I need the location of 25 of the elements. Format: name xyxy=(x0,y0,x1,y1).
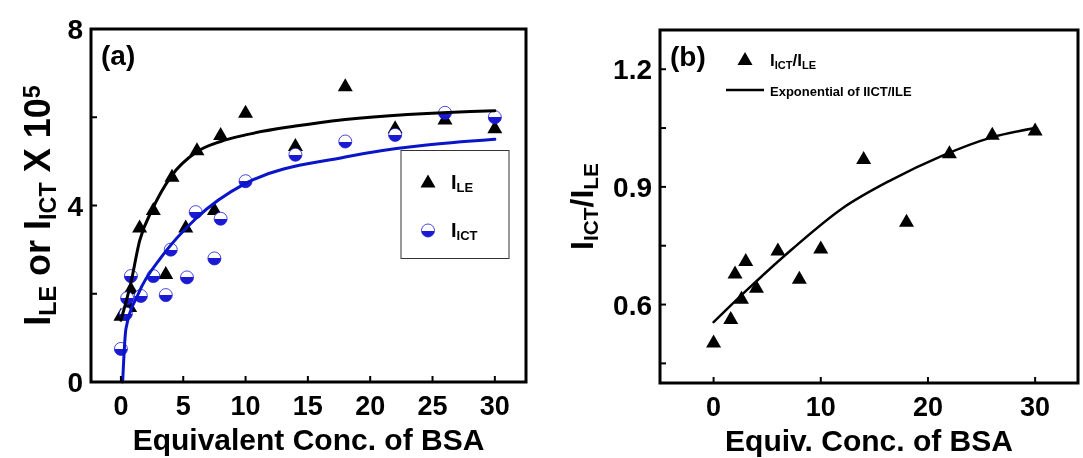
x-tick-label: 5 xyxy=(175,391,191,421)
y-tick-label: 4 xyxy=(67,190,84,222)
x-axis-title: Equiv. Conc. of BSA xyxy=(725,424,1013,457)
x-tick-label: 30 xyxy=(1020,392,1051,422)
x-tick-label: 10 xyxy=(805,392,836,422)
y-tick-label: 1.2 xyxy=(613,54,652,86)
x-tick-label: 0 xyxy=(706,392,722,422)
y-tick-label: 0.6 xyxy=(613,289,652,321)
x-tick-label: 0 xyxy=(113,391,129,421)
x-tick-label: 10 xyxy=(230,391,261,421)
y-tick-label: 8 xyxy=(67,14,83,45)
x-tick-label: 20 xyxy=(912,392,943,422)
x-tick-label: 30 xyxy=(479,391,510,421)
x-tick-label: 15 xyxy=(292,391,323,421)
legend-label: Exponential of IICT/ILE xyxy=(770,84,912,99)
y-tick-label: 0 xyxy=(67,367,83,398)
legend-label: I$_{LE}$ xyxy=(451,170,474,195)
legend-label: I$_{ICT}$ xyxy=(451,218,478,243)
x-axis-title: Equivalent Conc. of BSA xyxy=(132,423,485,456)
annotation: (a) xyxy=(101,40,136,71)
x-tick-label: 20 xyxy=(355,391,386,421)
annotation: (b) xyxy=(670,41,706,72)
y-tick-label: 0.9 xyxy=(613,171,652,203)
legend-label: I$_{ICT}$/I$_{LE}$ xyxy=(770,51,817,71)
x-tick-label: 25 xyxy=(417,391,448,421)
